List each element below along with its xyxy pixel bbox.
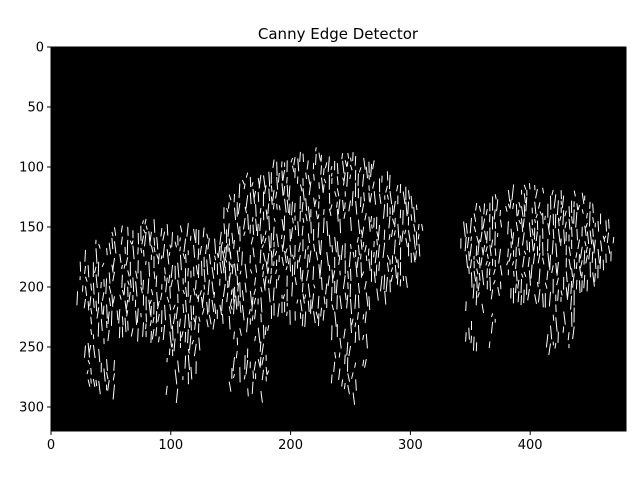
- image-background: [51, 47, 626, 431]
- y-tick-label: 150: [19, 221, 44, 236]
- y-tick-label: 50: [27, 101, 44, 116]
- x-tick-label: 300: [398, 438, 423, 453]
- y-tick-label: 0: [36, 41, 44, 56]
- x-tick-label: 400: [518, 438, 543, 453]
- plot-frame: [50, 46, 627, 432]
- zebra-edges-1: [219, 147, 424, 405]
- zebra-edges-2: [460, 183, 615, 356]
- x-tick-label: 0: [47, 438, 55, 453]
- axes: 0 100 200 300 400 0 50 100 150 200 250 300: [19, 41, 627, 453]
- x-tick-label: 200: [278, 438, 303, 453]
- x-tick-label: 100: [158, 438, 183, 453]
- y-tick-label: 100: [19, 161, 44, 176]
- edge-image: [51, 47, 626, 431]
- zebra-edges-0: [76, 218, 242, 404]
- y-tick-label: 300: [19, 401, 44, 416]
- y-tick-label: 250: [19, 341, 44, 356]
- chart-title: Canny Edge Detector: [258, 25, 419, 43]
- edge-strokes: [76, 147, 615, 405]
- y-tick-label: 200: [19, 281, 44, 296]
